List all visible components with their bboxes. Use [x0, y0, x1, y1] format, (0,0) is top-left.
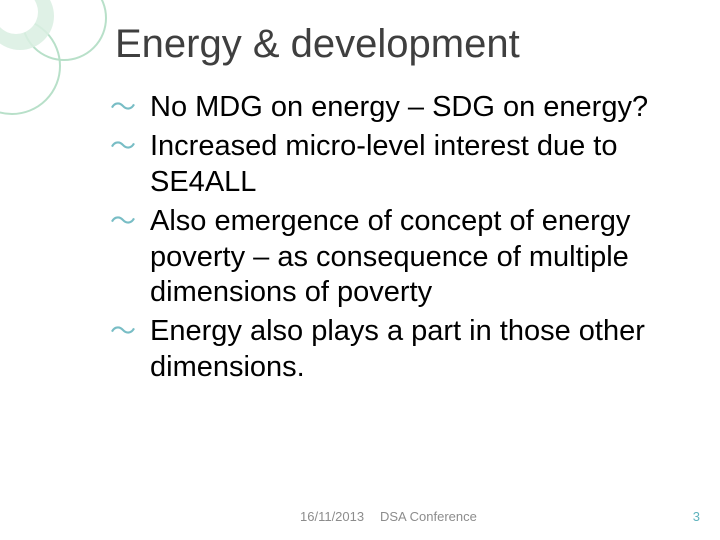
bullet-text: Increased micro-level interest due to SE… [150, 130, 617, 197]
bullet-icon: ～ [110, 206, 150, 238]
bullet-icon: ～ [110, 92, 150, 124]
bullet-icon: ～ [110, 316, 150, 348]
bullet-text: No MDG on energy – SDG on energy? [150, 91, 648, 123]
bullet-text: Energy also plays a part in those other … [150, 315, 645, 382]
list-item: ～No MDG on energy – SDG on energy? [110, 90, 670, 125]
list-item: ～Energy also plays a part in those other… [110, 314, 670, 385]
footer-date: 16/11/2013 [300, 509, 364, 524]
footer-conference: DSA Conference [380, 509, 477, 524]
list-item: ～Also emergence of concept of energy pov… [110, 204, 670, 310]
corner-decoration [0, 0, 120, 120]
bullet-icon: ～ [110, 131, 150, 163]
list-item: ～Increased micro-level interest due to S… [110, 129, 670, 200]
bullet-list: ～No MDG on energy – SDG on energy? ～Incr… [110, 90, 670, 389]
slide-title: Energy & development [115, 22, 520, 67]
bullet-text: Also emergence of concept of energy pove… [150, 205, 630, 308]
footer-page-number: 3 [693, 509, 700, 524]
